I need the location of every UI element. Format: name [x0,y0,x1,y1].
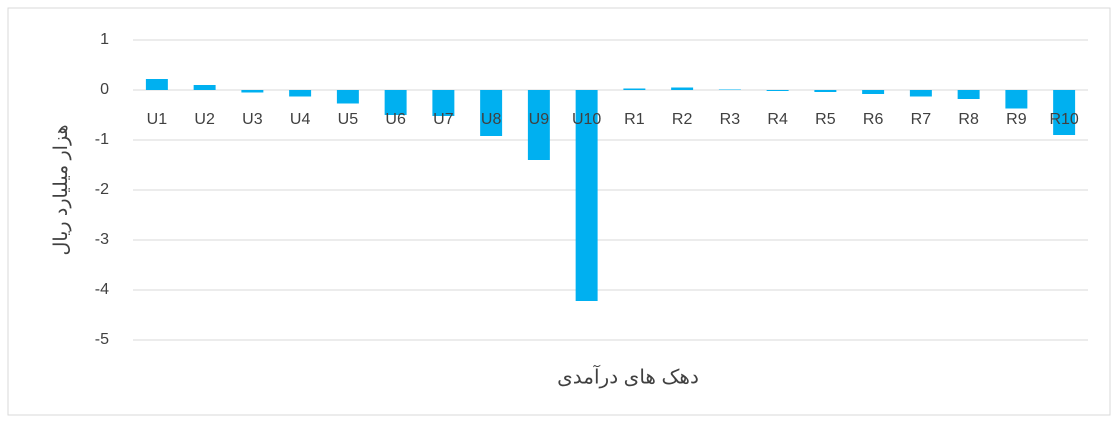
bar [957,90,980,99]
x-tick-label: U8 [481,111,502,128]
x-tick-label: R10 [1049,111,1078,128]
y-tick-label: -3 [95,231,109,248]
x-tick-label: U7 [433,111,454,128]
bar [814,90,837,92]
bar [909,90,932,97]
bar [766,90,789,91]
x-tick-label: R2 [672,111,693,128]
bar [432,90,455,116]
x-tick-label: U10 [572,111,601,128]
bar [480,90,503,136]
x-tick-label: U3 [242,111,263,128]
y-tick-label: 0 [100,81,109,98]
x-tick-label: R7 [911,111,932,128]
y-tick-label: -2 [95,181,109,198]
bar [1053,90,1076,135]
y-tick-label: 1 [100,31,109,48]
x-tick-label: U6 [385,111,406,128]
x-tick-label: R5 [815,111,836,128]
bar [1005,90,1028,109]
x-tick-label: R3 [720,111,741,128]
bar [718,89,741,90]
x-tick-label: R1 [624,111,645,128]
x-tick-label: U9 [529,111,550,128]
x-tick-label: U1 [147,111,168,128]
bar [145,79,168,90]
x-tick-label: R6 [863,111,884,128]
x-tick-label: R9 [1006,111,1027,128]
bar [193,85,216,90]
y-tick-label: -1 [95,131,109,148]
x-axis-title: دهک های درآمدی [557,363,699,388]
y-axis-title: هزار میلیارد ریال [51,125,72,256]
x-tick-label: U5 [338,111,359,128]
chart-border [7,7,1111,416]
bar [862,90,885,94]
x-tick-label: R4 [767,111,788,128]
bar [575,90,598,301]
y-tick-label: -5 [95,331,109,348]
y-tick-label: -4 [95,281,109,298]
bar [336,90,359,104]
bar [671,87,694,90]
bar [527,90,550,160]
bar [289,90,312,97]
bar [623,88,646,90]
bar [384,90,407,115]
bar [241,90,264,93]
x-tick-label: U4 [290,111,311,128]
x-tick-label: R8 [958,111,979,128]
x-tick-label: U2 [194,111,215,128]
